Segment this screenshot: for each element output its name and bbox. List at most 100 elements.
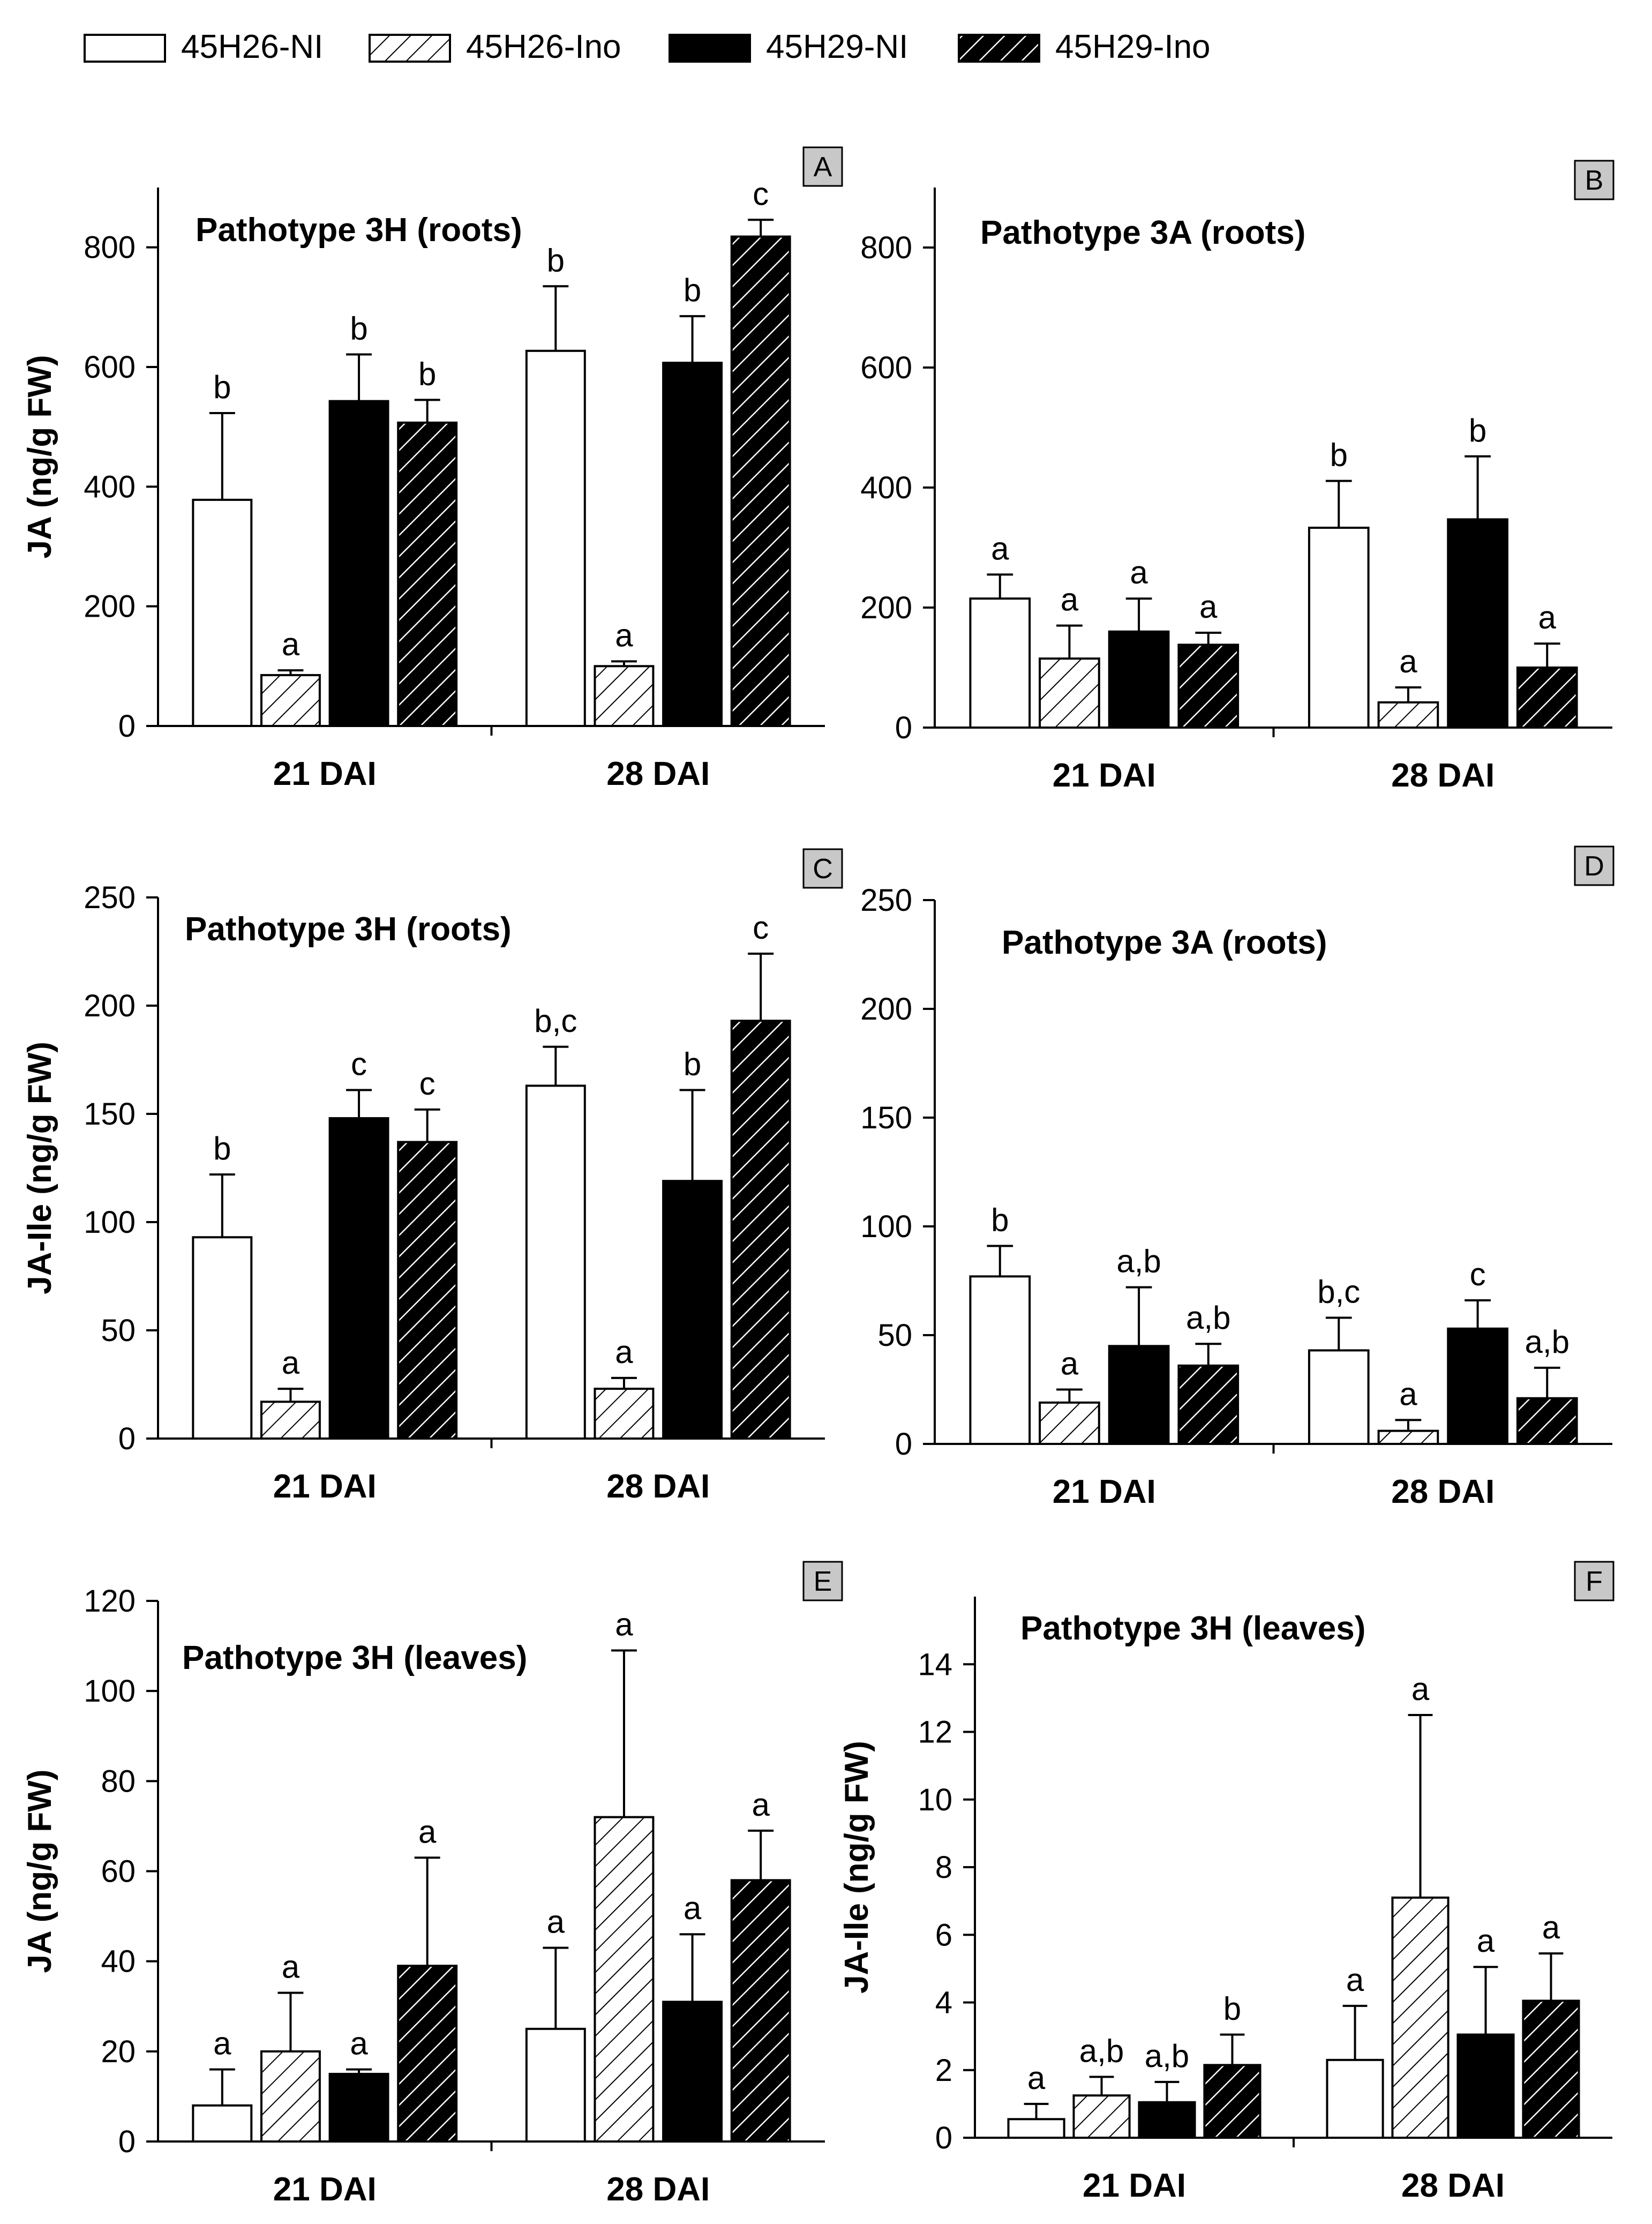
y-tick-label: 150 — [84, 1097, 136, 1132]
bar — [397, 421, 458, 727]
bar — [260, 674, 321, 728]
y-tick-label: 80 — [101, 1764, 136, 1799]
panel-letter: F — [1586, 1566, 1603, 1597]
panel-letter-box — [802, 848, 843, 889]
legend-swatch — [369, 34, 451, 63]
legend-item-45h26-ino: 45H26-Ino — [369, 28, 621, 65]
x-category-label: 28 DAI — [1391, 757, 1495, 794]
bar — [192, 498, 253, 728]
significance-letter: b — [350, 311, 367, 347]
x-category-label: 21 DAI — [1053, 1473, 1156, 1510]
y-tick-label: 6 — [935, 1918, 952, 1952]
bar — [1072, 2094, 1131, 2139]
legend-label: 45H29-NI — [766, 28, 908, 65]
significance-letter: a — [1130, 555, 1148, 590]
bar — [594, 665, 655, 728]
significance-letter: a — [684, 1890, 702, 1926]
significance-letter: a — [615, 1606, 633, 1642]
y-tick-label: 150 — [860, 1100, 912, 1135]
significance-letter: a — [1542, 1910, 1560, 1945]
significance-letter: a — [1399, 1376, 1417, 1412]
significance-letter: a — [213, 2025, 231, 2061]
y-tick-label: 0 — [118, 1421, 136, 1456]
bar — [328, 400, 389, 727]
y-tick-label: 250 — [84, 880, 136, 915]
bar — [1516, 667, 1578, 729]
y-tick-label: 100 — [84, 1674, 136, 1709]
bar — [397, 1965, 458, 2143]
y-tick-label: 100 — [84, 1205, 136, 1240]
bar — [260, 2050, 321, 2143]
bar — [192, 1236, 253, 1440]
legend-swatch — [84, 34, 166, 63]
significance-letter: a — [1538, 600, 1557, 635]
significance-letter: c — [419, 1066, 435, 1102]
x-category-label: 28 DAI — [606, 755, 710, 792]
significance-letter: a,b — [1079, 2033, 1124, 2069]
y-tick-label: 0 — [118, 709, 136, 744]
y-tick-label: 0 — [895, 1427, 912, 1462]
y-tick-label: 0 — [118, 2124, 136, 2159]
y-tick-label: 14 — [918, 1647, 952, 1682]
bar — [1516, 1397, 1578, 1445]
bar — [192, 2104, 253, 2143]
bar — [1007, 2118, 1065, 2139]
bar — [1039, 1401, 1100, 1446]
panel-letter: A — [814, 152, 832, 183]
panel-letter: D — [1584, 851, 1604, 882]
y-axis-label: JA (ng/g FW) — [21, 1770, 58, 1973]
significance-letter: c — [1470, 1256, 1486, 1292]
significance-letter: b — [1469, 413, 1486, 448]
significance-letter: b,c — [1317, 1274, 1360, 1310]
significance-letter: b — [684, 272, 701, 308]
bar — [1456, 2033, 1515, 2139]
bar — [1138, 2101, 1196, 2139]
significance-letter: a — [1346, 1962, 1364, 1998]
y-tick-label: 400 — [84, 469, 136, 504]
y-tick-label: 60 — [101, 1854, 136, 1889]
y-tick-label: 0 — [895, 710, 912, 745]
bar — [969, 597, 1031, 729]
y-tick-label: 20 — [101, 2034, 136, 2069]
y-tick-label: 400 — [860, 470, 912, 505]
y-axis-label: JA-Ile (ng/g FW) — [21, 1042, 58, 1294]
significance-letter: a — [1061, 582, 1079, 618]
bar — [1177, 1364, 1240, 1446]
x-category-label: 28 DAI — [606, 1468, 710, 1505]
panel-title: Pathotype 3A (roots) — [980, 214, 1305, 251]
y-tick-label: 200 — [860, 590, 912, 625]
bar — [662, 2001, 723, 2143]
bar — [1447, 518, 1508, 729]
legend-item-45h29-ino: 45H29-Ino — [958, 28, 1211, 65]
legend-swatch — [958, 34, 1040, 63]
bar — [730, 1879, 791, 2143]
y-tick-label: 50 — [101, 1313, 136, 1348]
panel-title: Pathotype 3A (roots) — [1002, 924, 1327, 961]
y-tick-label: 40 — [101, 1944, 136, 1979]
bar — [1039, 657, 1100, 729]
significance-letter: b — [213, 1130, 231, 1166]
panel-letter-box — [1574, 845, 1615, 886]
y-tick-label: 800 — [860, 230, 912, 265]
bar — [525, 2027, 586, 2143]
y-tick-label: 200 — [84, 989, 136, 1023]
x-category-label: 21 DAI — [1083, 2167, 1186, 2204]
y-tick-label: 800 — [84, 230, 136, 265]
bar — [525, 349, 586, 727]
bar — [730, 235, 791, 728]
chart-panel-c: 0 50 100 150 200 250 JA-Ile (ng/g FW) Pathotype… — [21, 848, 843, 1505]
bar — [328, 2072, 389, 2143]
y-tick-label: 250 — [860, 883, 912, 918]
y-tick-label: 200 — [84, 589, 136, 624]
panel-letter-box — [802, 146, 843, 187]
legend-label: 45H26-Ino — [466, 28, 621, 65]
y-tick-label: 200 — [860, 992, 912, 1027]
legend-swatch — [669, 34, 751, 63]
chart-panel-e: 0 20 40 60 80 100 120 JA (ng/g FW) Pathotype 3H … — [21, 1561, 843, 2208]
bar — [1108, 1345, 1170, 1446]
significance-letter: a,b — [1145, 2038, 1189, 2074]
bar — [1377, 1429, 1439, 1445]
bar — [1177, 643, 1240, 729]
significance-letter: a,b — [1116, 1244, 1161, 1279]
